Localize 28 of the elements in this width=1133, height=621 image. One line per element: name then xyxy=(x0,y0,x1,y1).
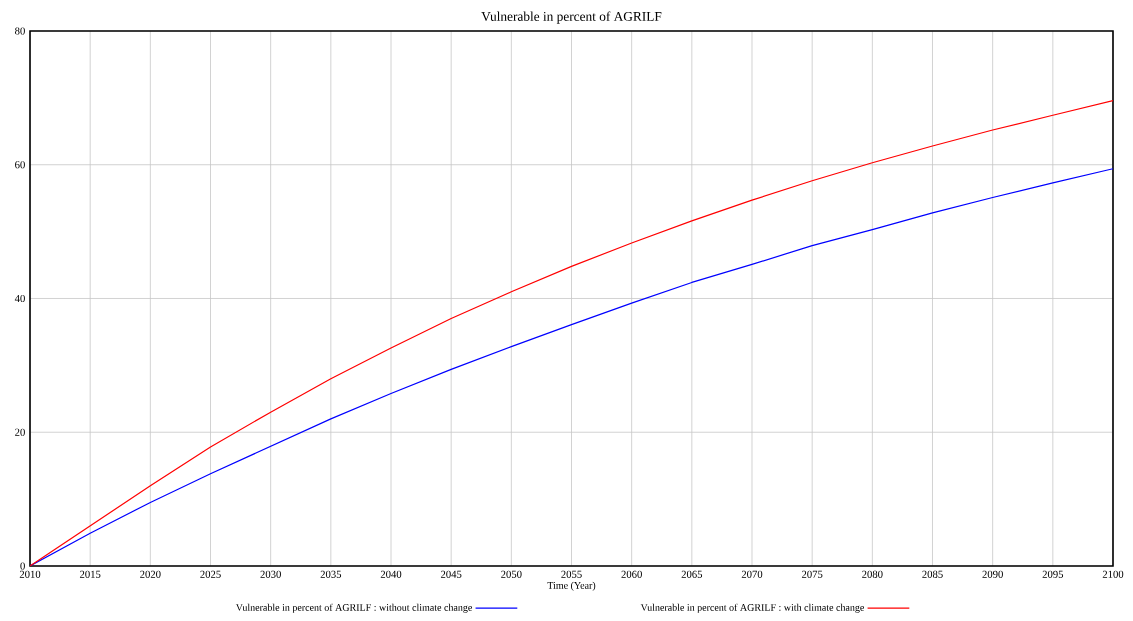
y-tick-label: 40 xyxy=(14,294,25,303)
x-tick-label: 2010 xyxy=(19,570,41,578)
x-tick-label: 2070 xyxy=(741,570,763,578)
y-tick-label: 0 xyxy=(20,562,25,570)
x-tick-label: 2020 xyxy=(140,570,161,578)
x-tick-label: 2050 xyxy=(501,570,522,578)
x-tick-label: 2040 xyxy=(380,570,402,578)
x-tick-label: 2065 xyxy=(681,570,703,578)
x-tick-label: 2100 xyxy=(1102,570,1124,578)
x-tick-label: 2030 xyxy=(260,570,281,578)
x-tick-label: 2055 xyxy=(561,570,582,578)
x-tick-label: 2015 xyxy=(79,570,101,578)
x-tick-label: 2085 xyxy=(922,570,943,578)
y-tick-label: 60 xyxy=(15,161,25,169)
legend-label: Vulnerable in percent of AGRILF : with climate change xyxy=(640,603,864,613)
legend-label: Vulnerable in percent of AGRILF : without climate change xyxy=(235,603,472,613)
y-tick-label: 20 xyxy=(15,428,25,436)
y-tick-label: 80 xyxy=(15,27,25,35)
x-axis-title: Time (Year) xyxy=(547,581,596,591)
x-tick-label: 2095 xyxy=(1042,570,1064,578)
x-tick-label: 2080 xyxy=(862,570,883,578)
x-tick-label: 2090 xyxy=(982,570,1003,578)
x-tick-label: 2075 xyxy=(801,570,823,578)
x-tick-label: 2035 xyxy=(320,570,342,578)
x-tick-label: 2045 xyxy=(440,570,462,578)
x-tick-label: 2025 xyxy=(200,570,221,578)
x-tick-label: 2060 xyxy=(621,570,642,578)
chart-title: Vulnerable in percent of AGRILF xyxy=(481,11,662,24)
